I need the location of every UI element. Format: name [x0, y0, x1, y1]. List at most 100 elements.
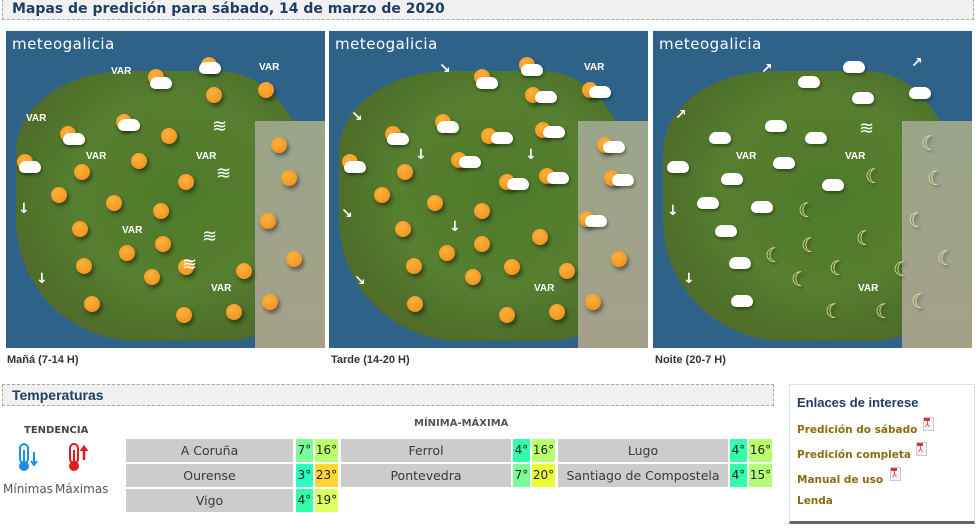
temperatures-section-title: Temperaturas: [2, 384, 774, 406]
sun-icon: [260, 213, 276, 229]
sun-icon: [178, 174, 194, 190]
sun-icon: [226, 304, 242, 320]
sun-icon: [286, 251, 302, 267]
sun-icon: [499, 307, 515, 323]
moon-icon: ☾: [911, 289, 929, 313]
sun-icon: [76, 258, 92, 274]
wind-arrow-icon: ↗: [761, 61, 773, 77]
sun-icon: [474, 203, 490, 219]
pdf-icon[interactable]: [890, 467, 901, 481]
link-predicion-completa[interactable]: Predición completa: [797, 449, 911, 461]
wind-arrow-icon: ↓: [415, 147, 427, 163]
tendency-max-label: Máximas: [55, 482, 109, 496]
sun-icon: [84, 296, 100, 312]
city-name: Vigo: [126, 489, 293, 512]
wind-arrow-icon: ↓: [525, 147, 537, 163]
max-temp: 19°: [315, 489, 338, 512]
pdf-icon[interactable]: [916, 442, 927, 456]
wind-var-label: VAR: [26, 113, 47, 124]
sun-icon: [176, 307, 192, 323]
sun-icon: [532, 229, 548, 245]
min-temp: 4°: [513, 439, 530, 462]
sun-icon: [549, 304, 565, 320]
max-temp: 16°: [532, 439, 555, 462]
min-temp: 7°: [513, 464, 530, 487]
wind-arrow-icon: ↓: [18, 201, 30, 217]
wind-var-label: VAR: [122, 225, 143, 236]
forecast-map-night[interactable]: meteogalicia ↗ ↗ ↗ ≋ ☾ VAR VAR ☾ ☾ ☾ ☾ ☾…: [653, 31, 972, 348]
forecast-map-afternoon[interactable]: meteogalicia ↘ VAR ↘ ↓ ↓ ↘ ↓ ↘ VAR: [329, 31, 648, 348]
fog-icon: ≋: [859, 118, 875, 139]
sun-icon: [51, 187, 67, 203]
wind-var-label: VAR: [259, 62, 280, 73]
cloud-icon: [507, 178, 529, 190]
sun-icon: [119, 245, 135, 261]
cloud-icon: [521, 64, 543, 76]
cloud-icon: [773, 157, 795, 169]
moon-icon: ☾: [829, 256, 847, 280]
sun-icon: [474, 236, 490, 252]
wind-var-label: VAR: [845, 151, 866, 162]
max-temp: 16°: [749, 439, 772, 462]
cloud-icon: [543, 126, 565, 138]
cloud-icon: [585, 215, 607, 227]
links-panel: Enlaces de interese Predición do sábado …: [789, 384, 975, 524]
sun-icon: [397, 164, 413, 180]
map-caption-afternoon: Tarde (14-20 H): [331, 354, 410, 366]
sun-icon: [395, 221, 411, 237]
wind-arrow-icon: ↘: [351, 109, 363, 125]
sun-icon: [465, 269, 481, 285]
cloud-icon: [535, 91, 557, 103]
min-temp: 7°: [296, 439, 313, 462]
map-caption-night: Noite (20-7 H): [655, 354, 726, 366]
city-name: Pontevedra: [341, 464, 511, 487]
cloud-icon: [751, 201, 773, 213]
city-name: Ourense: [126, 464, 293, 487]
moon-icon: ☾: [825, 299, 843, 323]
link-manual-uso[interactable]: Manual de uso: [797, 474, 884, 486]
cloud-icon: [63, 133, 85, 145]
meteogalicia-logo: meteogalicia: [12, 35, 115, 53]
cloud-icon: [612, 174, 634, 186]
sun-icon: [262, 294, 278, 310]
moon-icon: ☾: [908, 208, 926, 232]
cloud-icon: [852, 92, 874, 104]
cloud-icon: [709, 132, 731, 144]
sun-icon: [72, 221, 88, 237]
moon-icon: ☾: [791, 267, 809, 291]
moon-icon: ☾: [875, 299, 893, 323]
cloud-icon: [603, 141, 625, 153]
city-name: A Coruña: [126, 439, 293, 462]
fog-icon: ≋: [182, 254, 198, 275]
city-name: Lugo: [558, 439, 728, 462]
city-name: Ferrol: [341, 439, 511, 462]
thermometer-min-down-icon: [19, 443, 38, 471]
cloud-icon: [344, 161, 366, 173]
wind-arrow-icon: ↗: [911, 55, 923, 71]
sun-icon: [439, 245, 455, 261]
cloud-icon: [118, 119, 140, 131]
sun-icon: [427, 195, 443, 211]
sun-icon: [153, 203, 169, 219]
forecast-map-morning[interactable]: meteogalicia VAR VAR VAR VAR VAR VAR VAR…: [6, 31, 325, 348]
sun-icon: [611, 251, 627, 267]
cloud-icon: [822, 179, 844, 191]
link-lenda[interactable]: Lenda: [797, 495, 833, 507]
sun-icon: [406, 258, 422, 274]
sun-icon: [559, 263, 575, 279]
sun-icon: [271, 137, 287, 153]
cloud-icon: [731, 295, 753, 307]
min-temp: 3°: [296, 464, 313, 487]
minmax-title: MÍNIMA-MÁXIMA: [414, 418, 509, 429]
max-temp: 23°: [315, 464, 338, 487]
cloud-icon: [150, 77, 172, 89]
city-name: Santiago de Compostela: [558, 464, 728, 487]
cloud-icon: [721, 173, 743, 185]
wind-arrow-icon: ↓: [449, 219, 461, 235]
fog-icon: ≋: [216, 163, 232, 184]
wind-arrow-icon: ↘: [341, 206, 353, 222]
pdf-icon[interactable]: [923, 417, 934, 431]
cloud-icon: [459, 156, 481, 168]
link-predicion-sabado[interactable]: Predición do sábado: [797, 424, 918, 436]
thermometer-max-up-icon: [69, 443, 89, 471]
